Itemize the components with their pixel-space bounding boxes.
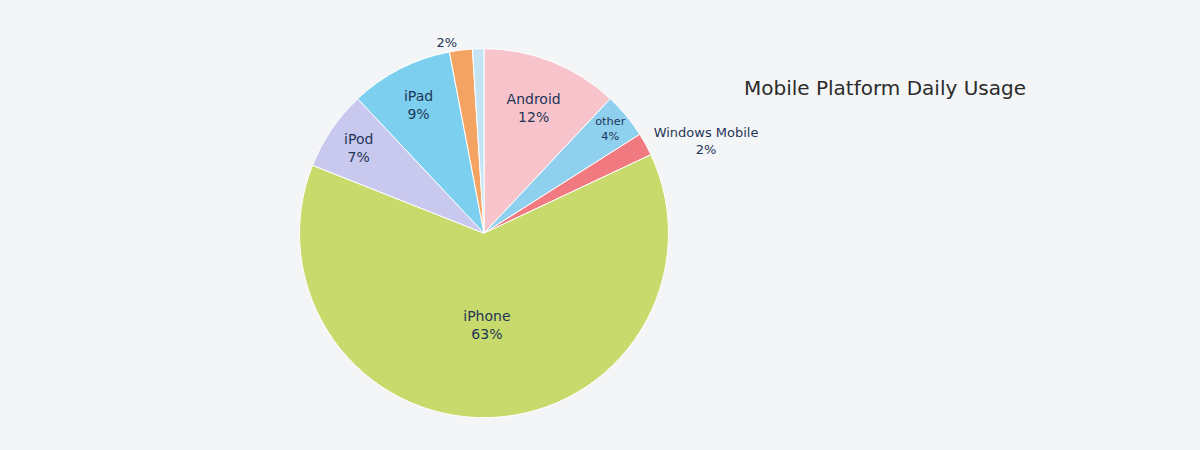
svg-text:other4%: other4%	[595, 114, 625, 143]
svg-text:Android12%: Android12%	[507, 91, 561, 125]
svg-text:iPhone63%: iPhone63%	[463, 308, 510, 342]
svg-text:2%: 2%	[437, 35, 458, 50]
svg-text:iPod7%: iPod7%	[344, 131, 373, 165]
svg-text:iPad9%: iPad9%	[404, 88, 433, 122]
svg-text:Windows Mobile2%: Windows Mobile2%	[654, 125, 759, 157]
svg-text:Mobile Platform Daily Usage: Mobile Platform Daily Usage	[744, 76, 1026, 100]
